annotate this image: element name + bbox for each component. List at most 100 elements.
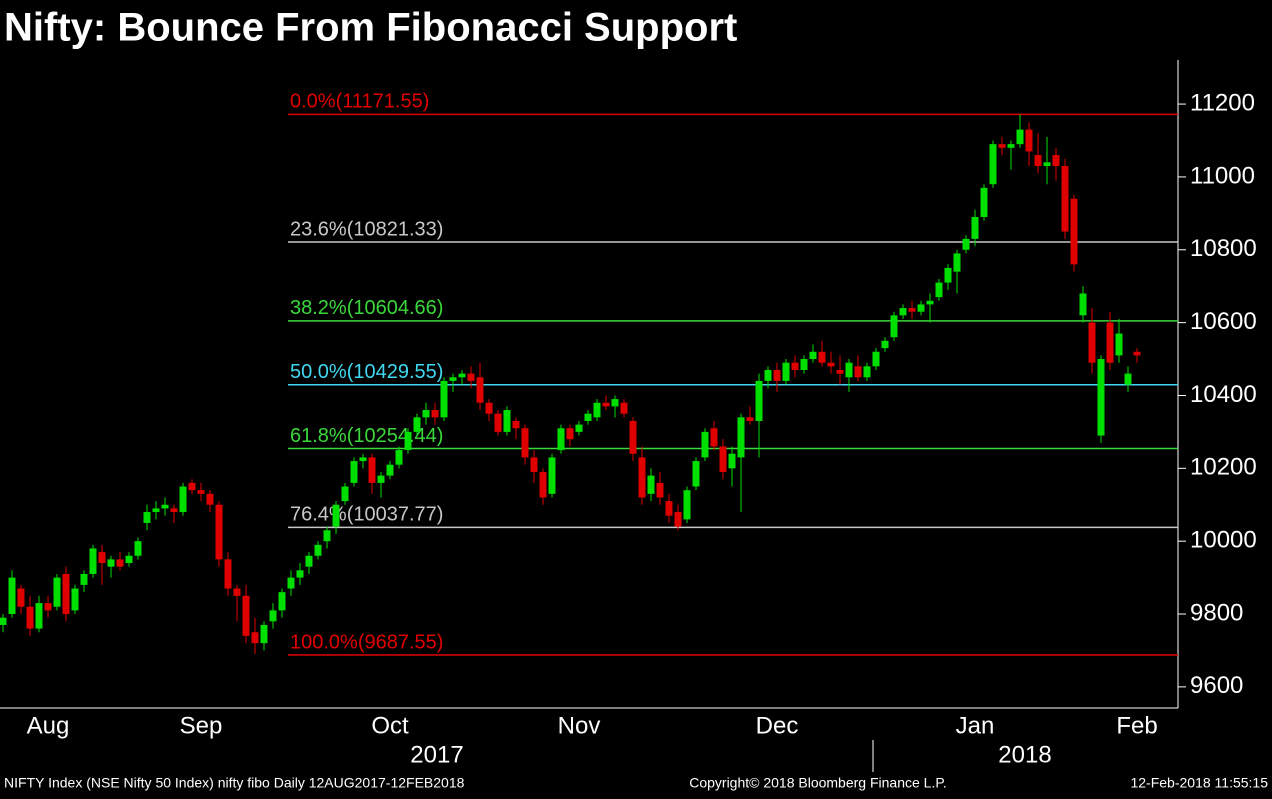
candle-body [152,508,160,513]
candle-body [1115,333,1123,356]
candle-body [539,471,547,498]
candle-body [575,424,583,432]
candle-body [251,632,259,644]
chart-title: Nifty: Bounce From Fibonacci Support [4,6,737,50]
candle-body [773,369,781,381]
candle-body [395,450,403,465]
candle-body [314,544,322,556]
x-tick-label: Feb [1116,712,1157,739]
fib-label: 38.2%(10604.66) [290,297,443,319]
candle-body [296,570,304,578]
candle-body [305,555,313,567]
candle-body [701,431,709,458]
timestamp: 12-Feb-2018 11:55:15 [1130,775,1268,791]
candle-body [323,530,331,542]
candle-body [431,410,439,418]
candle-body [116,559,124,567]
candle-body [485,402,493,414]
candle-body [557,428,565,451]
fib-label: 50.0%(10429.55) [290,361,443,383]
candle-body [1061,165,1069,232]
y-tick-label: 10600 [1190,308,1257,335]
candle-body [674,512,682,527]
candle-body [818,351,826,363]
candle-body [872,351,880,367]
candle-body [827,362,835,367]
candle-body [638,457,646,498]
candle-body [80,573,88,585]
candle-body [935,282,943,298]
candle-body [17,588,25,607]
candle-body [755,380,763,421]
candle-body [629,420,637,454]
fib-label: 76.4%(10037.77) [290,504,443,526]
candle-body [530,457,538,472]
candle-body [350,461,358,483]
x-tick-label: Dec [756,712,799,739]
candle-body [962,238,970,250]
candle-body [692,461,700,487]
candle-body [800,359,808,370]
candle-body [512,420,520,429]
candle-body [62,573,70,615]
candle-body [1079,293,1087,316]
candle-body [710,428,718,447]
x-tick-label: Sep [180,712,223,739]
candle-body [917,304,925,312]
candle-body [782,362,790,381]
x-tick-label: Aug [27,712,70,739]
candle-body [134,541,142,556]
y-tick-label: 11200 [1190,89,1255,116]
year-label: 2018 [998,741,1051,768]
candle-body [359,457,367,462]
candle-body [926,300,934,305]
candle-body [125,555,133,564]
candle-body [1007,144,1015,148]
candle-body [944,267,952,283]
candle-body [854,366,862,378]
copyright: Copyright© 2018 Bloomberg Finance L.P. [689,775,947,791]
candle-body [1070,198,1078,265]
candle-body [98,552,106,564]
candle-body [980,187,988,217]
candle-body [107,559,115,567]
candle-body [908,308,916,312]
candle-body [728,453,736,469]
candle-body [1052,155,1060,166]
candle-body [971,216,979,239]
candle-body [593,402,601,418]
candle-body [1106,322,1114,363]
candle-body [242,595,250,636]
candle-body [764,369,772,381]
candle-body [404,431,412,451]
candle-body [1025,129,1033,152]
candle-body [665,501,673,516]
candle-body [611,399,619,407]
candle-body [224,559,232,589]
y-tick-label: 9600 [1190,672,1243,699]
candle-body [656,482,664,498]
candle-body [170,508,178,513]
fib-label: 100.0%(9687.55) [290,631,443,653]
candle-body [53,577,61,607]
candle-body [341,486,349,502]
candle-body [494,413,502,432]
candle-body [899,308,907,316]
candle-body [584,413,592,421]
candle-body [260,624,268,644]
y-tick-label: 11000 [1190,162,1255,189]
candle-body [1034,155,1042,166]
candle-body [368,457,376,483]
candle-body [845,362,853,378]
x-tick-label: Nov [558,712,601,739]
fib-label: 0.0%(11171.55) [290,91,429,113]
candle-body [836,369,844,374]
candle-body [440,380,448,418]
candle-body [377,475,385,483]
year-label: 2017 [410,741,463,768]
candle-body [620,402,628,414]
candle-body [719,446,727,472]
candle-body [197,490,205,494]
